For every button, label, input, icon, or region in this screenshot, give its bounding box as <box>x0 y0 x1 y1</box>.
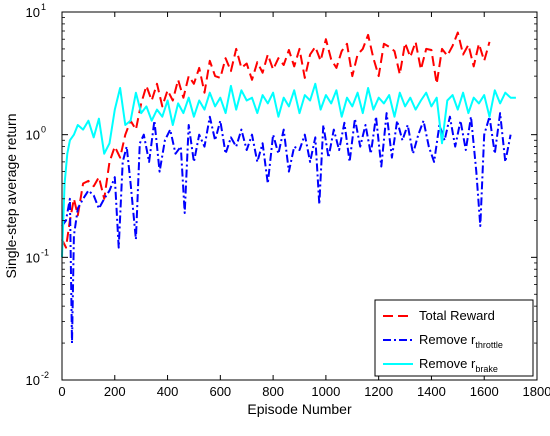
x-tick-label: 1000 <box>311 384 340 399</box>
legend-label-1: Remove rthrottle <box>419 332 503 350</box>
legend-label-subscript: throttle <box>475 340 503 350</box>
x-tick-label: 400 <box>157 384 179 399</box>
x-tick-label: 1400 <box>417 384 446 399</box>
axes-frame <box>61 11 538 381</box>
series-layer <box>61 31 516 345</box>
x-tick-label: 200 <box>104 384 126 399</box>
x-tick-label: 0 <box>58 384 65 399</box>
x-tick-label: 1800 <box>523 384 550 399</box>
x-axis-title: Episode Number <box>247 401 352 417</box>
legend-label-main: Total Reward <box>419 308 495 323</box>
x-tick-label: 600 <box>209 384 231 399</box>
legend-label-0: Total Reward <box>419 308 495 323</box>
series-line-2 <box>61 82 516 258</box>
legend-label-main: Remove r <box>419 332 476 347</box>
x-tick-label: 1200 <box>364 384 393 399</box>
y-axis-title: Single-step average return <box>3 114 19 279</box>
y-tick-exponent: 0 <box>41 125 46 135</box>
y-tick-label: 10 <box>26 128 40 143</box>
x-tick-label: 1600 <box>470 384 499 399</box>
x-tick-label: 800 <box>262 384 284 399</box>
series-line-0 <box>61 31 491 249</box>
series-line-1 <box>61 112 512 345</box>
y-tick-label: 10 <box>26 250 40 265</box>
y-tick-exponent: -2 <box>41 370 49 380</box>
legend-label-2: Remove rbrake <box>419 356 498 374</box>
legend-label-main: Remove r <box>419 356 476 371</box>
y-tick-exponent: 1 <box>41 2 46 12</box>
y-tick-label: 10 <box>26 5 40 20</box>
y-tick-label: 10 <box>26 373 40 388</box>
legend-label-subscript: brake <box>475 364 498 374</box>
y-tick-exponent: -1 <box>41 247 49 257</box>
